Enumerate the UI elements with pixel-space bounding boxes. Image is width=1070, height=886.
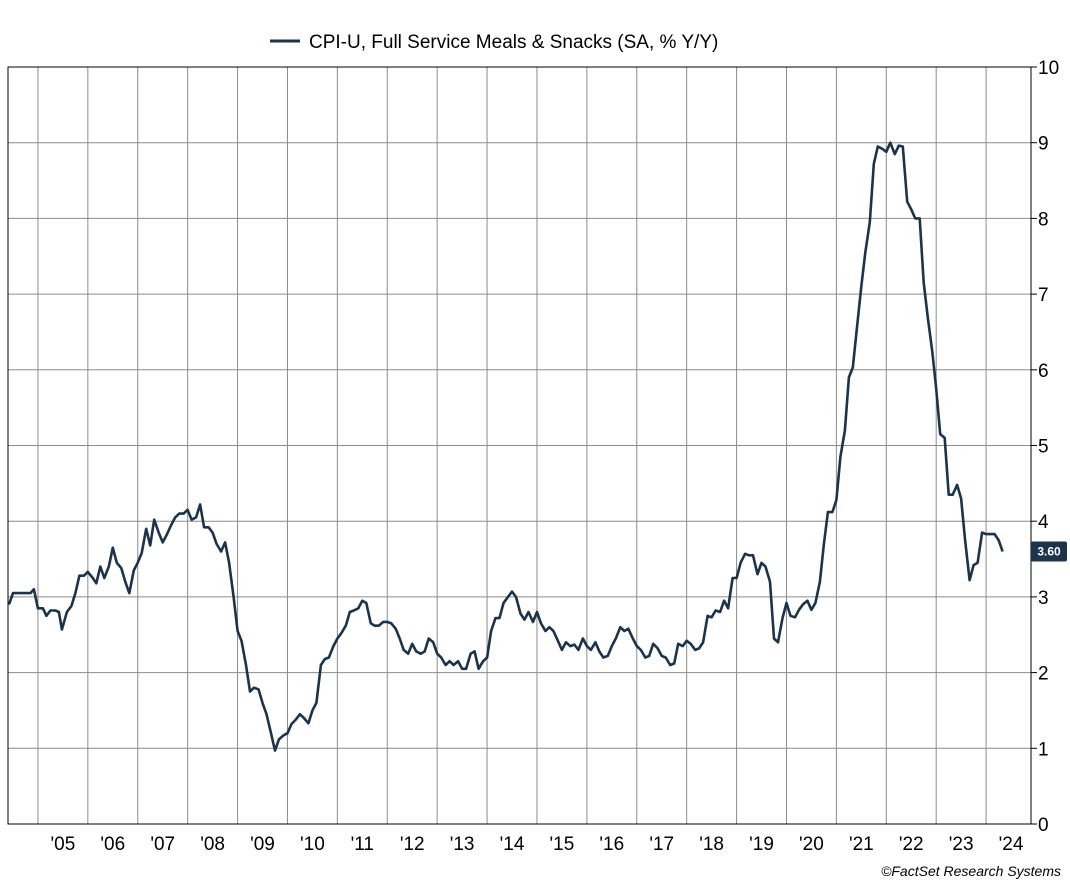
x-tick-label: '11 <box>351 834 374 855</box>
credit-text: ©FactSet Research Systems <box>881 863 1061 879</box>
series-line <box>7 141 1004 752</box>
y-tick-label: 1 <box>1038 739 1049 760</box>
x-tick-label: '09 <box>250 834 275 855</box>
legend: CPI-U, Full Service Meals & Snacks (SA, … <box>270 32 718 53</box>
x-tick-label: '12 <box>400 834 425 855</box>
last-value-badge-box <box>1031 541 1067 562</box>
y-tick-label: 0 <box>1038 815 1049 836</box>
y-tick-label: 9 <box>1038 134 1049 155</box>
x-tick-label: '06 <box>100 834 125 855</box>
x-tick-label: '16 <box>599 834 624 855</box>
x-tick-label: '21 <box>849 834 874 855</box>
x-tick-label: '19 <box>749 834 774 855</box>
y-axis: 0 1 2 3 4 5 6 7 8 9 10 <box>1031 58 1059 836</box>
x-tick-label: '07 <box>150 834 175 855</box>
x-tick-label: '15 <box>550 834 575 855</box>
x-tick-label: '05 <box>51 834 76 855</box>
y-tick-label: 7 <box>1038 285 1049 306</box>
legend-label: CPI-U, Full Service Meals & Snacks (SA, … <box>309 32 718 53</box>
x-tick-label: '24 <box>999 834 1024 855</box>
x-tick-label: '18 <box>699 834 724 855</box>
y-tick-label: 5 <box>1038 437 1049 458</box>
last-value-label: 3.60 <box>1037 544 1061 558</box>
x-tick-label: '14 <box>500 834 525 855</box>
x-tick-label: '22 <box>899 834 924 855</box>
y-tick-label: 2 <box>1038 664 1049 685</box>
y-tick-label: 10 <box>1038 58 1059 79</box>
x-axis: '05 '06 '07 '08 '09 '10 '11 '12 '13 '14 '15 '16 '17 '… <box>51 834 1024 855</box>
y-tick-label: 6 <box>1038 361 1049 382</box>
x-tick-label: '13 <box>450 834 475 855</box>
series-layer <box>7 141 1004 752</box>
x-tick-label: '08 <box>200 834 225 855</box>
x-tick-label: '17 <box>649 834 674 855</box>
x-tick-label: '20 <box>799 834 824 855</box>
y-tick-label: 8 <box>1038 209 1049 230</box>
y-tick-label: 3 <box>1038 588 1049 609</box>
x-tick-label: '23 <box>949 834 974 855</box>
x-tick-label: '10 <box>300 834 325 855</box>
y-tick-label: 4 <box>1038 512 1049 533</box>
last-value-badge: 3.60 <box>1031 541 1067 562</box>
